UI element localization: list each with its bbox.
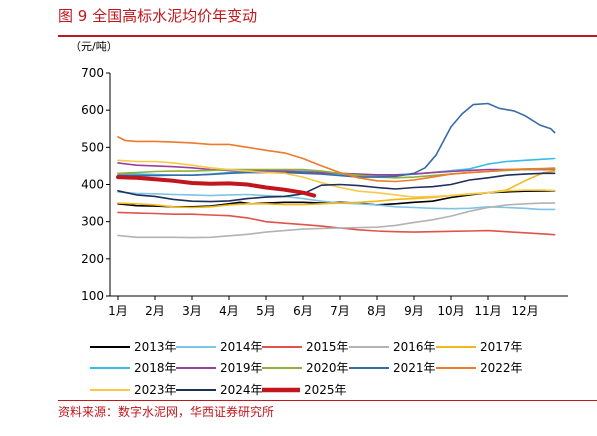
y-tick-label: 100 <box>81 289 104 303</box>
legend-label: 2013年 <box>134 340 177 354</box>
x-tick-label: 12月 <box>511 304 538 318</box>
y-tick-label: 600 <box>81 103 104 117</box>
x-tick-label: 4月 <box>219 304 239 318</box>
source-rule <box>58 400 597 401</box>
x-tick-label: 9月 <box>404 304 424 318</box>
legend-label: 2016年 <box>393 340 436 354</box>
x-tick-label: 2月 <box>145 304 165 318</box>
x-tick-label: 10月 <box>437 304 464 318</box>
y-tick-label: 200 <box>81 252 104 266</box>
x-tick-label: 11月 <box>474 304 501 318</box>
legend-label: 2017年 <box>480 340 523 354</box>
x-tick-label: 1月 <box>108 304 128 318</box>
legend-label: 2024年 <box>220 383 263 397</box>
series-line-2021 <box>117 102 556 178</box>
x-tick-label: 8月 <box>367 304 387 318</box>
y-unit-label: （元/吨） <box>70 40 118 53</box>
series-layer <box>116 102 556 239</box>
x-tick-label: 3月 <box>182 304 202 318</box>
series-line-2025 <box>116 175 317 198</box>
legend-label: 2021年 <box>393 361 436 375</box>
x-tick-label: 5月 <box>256 304 276 318</box>
y-tick-label: 500 <box>81 140 104 154</box>
series-line-2022 <box>117 136 556 183</box>
y-tick-label: 700 <box>81 66 104 80</box>
legend-label: 2020年 <box>306 361 349 375</box>
legend-label: 2019年 <box>220 361 263 375</box>
legend-label: 2015年 <box>306 340 349 354</box>
series-line-2015 <box>117 211 556 236</box>
figure-title: 图 9 全国高标水泥均价年变动 <box>58 7 258 25</box>
x-tick-label: 6月 <box>293 304 313 318</box>
legend-label: 2014年 <box>220 340 263 354</box>
series-line-2016 <box>117 202 556 239</box>
x-tick-label: 7月 <box>330 304 350 318</box>
legend-label: 2025年 <box>304 383 347 397</box>
series-line-2024 <box>117 172 556 203</box>
legend-label: 2018年 <box>134 361 177 375</box>
series-line-2023 <box>117 159 556 198</box>
y-tick-label: 300 <box>81 215 104 229</box>
y-tick-label: 400 <box>81 178 104 192</box>
axes: 100 200 300 400 500 600 700 1月 2月 3月 4月 5月 6月 7月 8月 9月 1… <box>81 66 568 318</box>
legend: 2013年 2014年 2015年 2016年 2017年 2018年 2019年 2020年… <box>90 340 523 397</box>
source-note: 资料来源：数字水泥网，华西证券研究所 <box>58 405 275 419</box>
legend-label: 2023年 <box>134 383 177 397</box>
title-rule <box>58 35 597 37</box>
legend-label: 2022年 <box>480 361 523 375</box>
